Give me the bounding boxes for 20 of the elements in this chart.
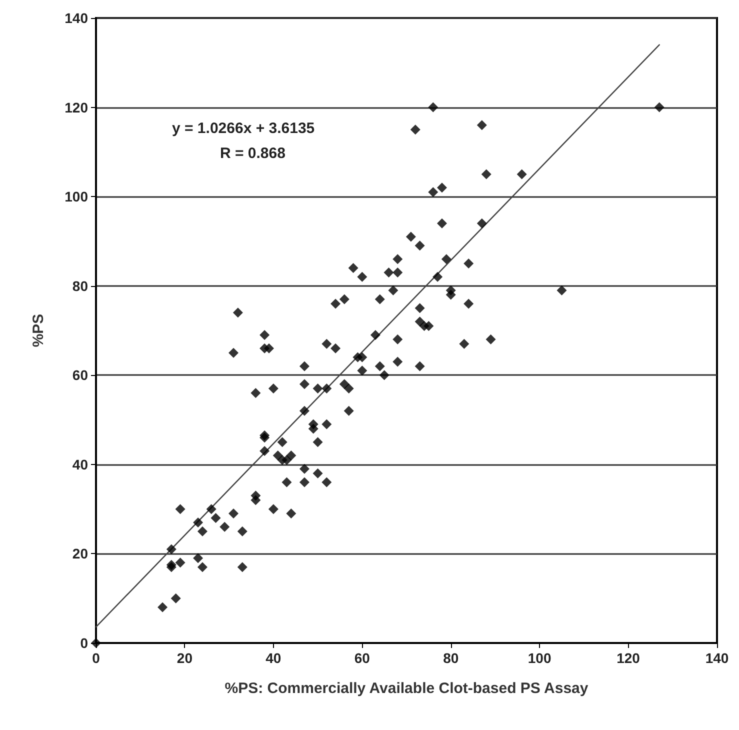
x-tick-label: 20 bbox=[176, 650, 193, 666]
x-tick-label: 0 bbox=[92, 650, 100, 666]
x-tick-label: 100 bbox=[528, 650, 552, 666]
y-tick-label: 20 bbox=[72, 546, 88, 562]
x-axis-title: %PS: Commercially Available Clot-based PS Assay bbox=[224, 680, 589, 697]
y-tick-label: 60 bbox=[72, 367, 88, 384]
y-tick-label: 100 bbox=[64, 188, 88, 205]
x-tick-label: 140 bbox=[705, 650, 729, 666]
x-tick-label: 60 bbox=[354, 650, 370, 666]
y-tick-label: 120 bbox=[64, 99, 88, 116]
x-tick-label: 80 bbox=[443, 650, 459, 666]
y-tick-label: 40 bbox=[72, 456, 88, 472]
y-tick-label: 140 bbox=[64, 10, 88, 26]
x-tick-label: 120 bbox=[616, 650, 640, 666]
annotation: y = 1.0266x + 3.6135 bbox=[172, 120, 315, 137]
x-tick-label: 40 bbox=[266, 650, 282, 666]
y-axis-title: %PS bbox=[30, 314, 47, 348]
y-tick-label: 80 bbox=[72, 278, 88, 294]
y-tick-label: 0 bbox=[80, 635, 88, 651]
annotation: R = 0.868 bbox=[220, 145, 286, 162]
